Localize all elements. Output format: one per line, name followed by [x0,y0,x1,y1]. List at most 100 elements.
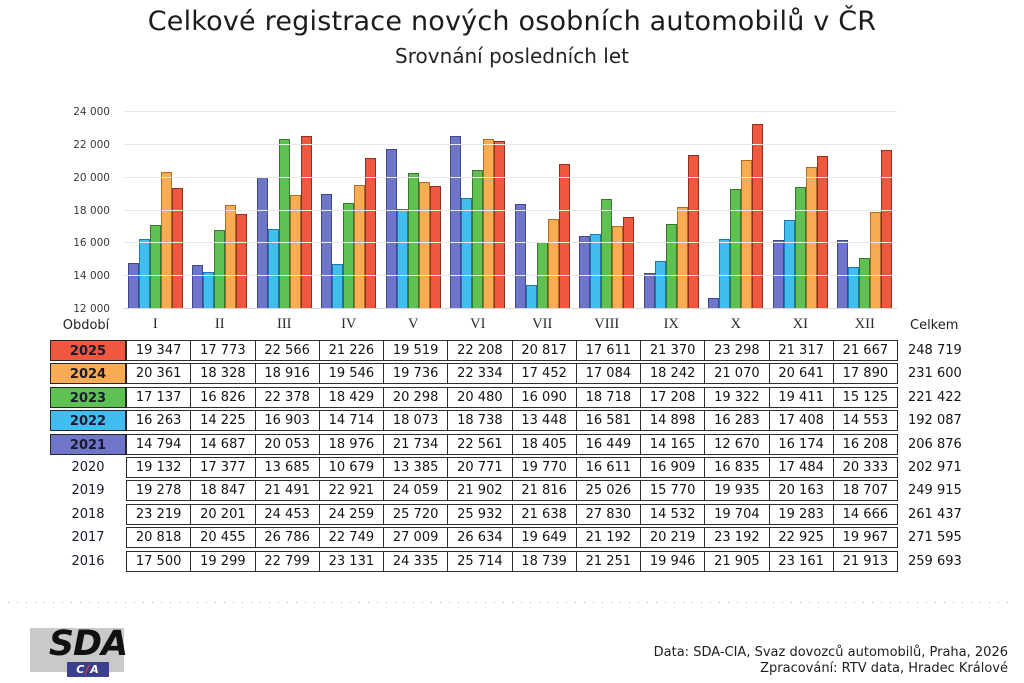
bar-group-VIII [575,112,640,309]
value-cell: 20 480 [447,386,513,408]
value-cell: 21 226 [318,340,384,361]
bar-2021-IV [321,194,333,309]
value-cell: 10 679 [318,456,384,478]
processing-line: Zpracování: RTV data, Hradec Králové [760,661,1008,676]
month-label-IX: IX [663,316,679,332]
bar-group-III [252,112,317,309]
bar-2024-VI [483,139,495,309]
value-cell: 21 251 [575,550,641,572]
value-cell: 19 935 [704,480,770,502]
logo-cia-c: C [76,663,86,676]
total-cell: 261 437 [908,506,962,522]
bar-group-XI [768,112,833,309]
value-cell: 19 967 [832,527,898,549]
value-cell: 16 835 [704,456,770,478]
month-label-V: V [408,316,419,332]
total-cell: 192 087 [908,413,962,429]
bar-2021-VII [514,204,526,309]
value-cell: 19 283 [768,503,834,525]
bar-2022-VII [525,285,537,309]
table-row-2024: 2024 20 361 18 328 18 916 19 546 19 736 22 334… [50,363,990,385]
bar-2025-IV [365,158,377,309]
bar-group-I [123,112,188,309]
value-cell: 21 192 [575,527,641,549]
bar-2023-XI [794,187,806,309]
attribution: Data: SDA-CIA, Svaz dovozců automobilů, … [654,645,1008,677]
value-cell: 19 132 [126,456,192,478]
bar-2022-VI [461,198,473,309]
y-axis-label: 24 000 [73,106,110,118]
year-cell: 2016 [71,553,105,569]
bar-2023-V [407,173,419,309]
value-cell: 16 903 [254,410,320,432]
value-cell: 17 452 [511,363,577,385]
bar-group-X [704,112,769,309]
value-cell: 22 925 [768,527,834,549]
value-cell: 12 670 [704,433,770,455]
value-cell: 18 242 [640,363,706,385]
sda-cia-logo: SDA C/A [30,624,130,677]
bar-2025-VII [558,164,570,309]
value-cell: 18 073 [383,410,449,432]
month-label-X: X [730,316,741,332]
value-cell: 21 667 [832,340,898,361]
value-cell: 17 484 [768,456,834,478]
bar-groups [123,112,897,309]
bar-2022-XI [783,220,795,309]
value-cell: 14 687 [190,433,256,455]
value-cell: 24 259 [318,503,384,525]
total-cell: 259 693 [908,553,962,569]
logo-cia-a: A [90,663,100,676]
gridline [123,176,897,178]
logo-cia-slash: / [85,663,91,676]
bar-2023-III [278,139,290,309]
total-cell: 221 422 [908,389,962,405]
value-cell: 20 818 [126,527,192,549]
bar-2022-XII [848,267,860,309]
bar-2022-X [719,239,731,309]
page-subtitle: Srovnání posledních let [395,44,629,68]
value-cell: 14 794 [126,433,192,455]
value-cell: 16 611 [575,456,641,478]
value-cell: 19 649 [511,527,577,549]
value-cell: 27 830 [575,503,641,525]
period-column-header: Období [62,318,110,333]
month-label-I: I [152,316,158,332]
value-cell: 18 429 [318,386,384,408]
bar-2021-VIII [579,236,591,309]
bar-2022-I [138,239,150,309]
bar-2024-III [289,195,301,309]
y-axis-label: 16 000 [73,237,110,250]
value-cell: 16 826 [190,386,256,408]
total-column-header: Celkem [910,318,959,333]
value-cell: 16 581 [575,410,641,432]
bar-2023-I [149,225,161,309]
year-cell: 2025 [50,340,126,361]
y-axis-label: 22 000 [73,138,110,151]
value-cell: 24 453 [254,503,320,525]
value-cell: 16 090 [511,386,577,408]
bar-2023-IX [665,224,677,309]
bar-2024-IV [354,185,366,309]
bar-2022-VIII [590,234,602,309]
value-cell: 19 411 [768,386,834,408]
value-cell: 25 720 [383,503,449,525]
bar-2025-I [171,188,183,309]
value-cell: 22 378 [254,386,320,408]
y-axis-label: 20 000 [73,171,110,184]
value-cell: 18 707 [832,480,898,502]
value-cell: 16 208 [832,433,898,455]
gridline [123,275,897,277]
value-cell: 20 455 [190,527,256,549]
bar-2024-I [160,172,172,309]
logo-cia-text: C/A [67,662,109,677]
month-label-VI: VI [470,316,486,332]
year-cell: 2021 [50,433,126,455]
value-cell: 17 773 [190,340,256,361]
value-cell: 18 405 [511,433,577,455]
value-cell: 14 225 [190,410,256,432]
year-cell: 2024 [50,363,126,385]
bar-2024-VIII [612,226,624,309]
year-cell: 2023 [50,386,126,408]
total-cell: 231 600 [908,366,962,382]
